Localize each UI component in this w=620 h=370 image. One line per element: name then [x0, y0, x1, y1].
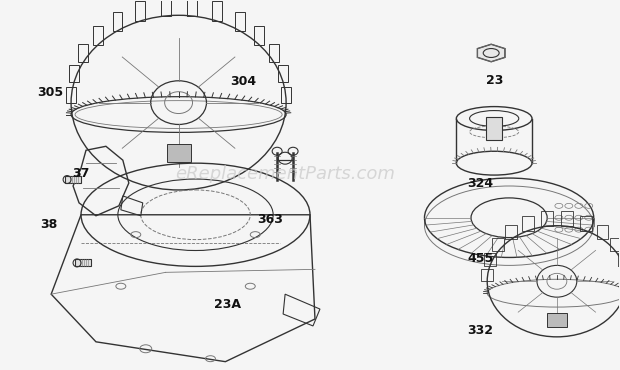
- Text: 37: 37: [73, 167, 90, 180]
- Bar: [167, 144, 190, 162]
- Text: 304: 304: [230, 75, 256, 88]
- Text: 455: 455: [467, 252, 494, 265]
- Bar: [547, 313, 567, 327]
- Text: 332: 332: [467, 323, 494, 337]
- Text: 324: 324: [467, 176, 494, 190]
- Text: 305: 305: [37, 86, 63, 99]
- Polygon shape: [477, 44, 505, 62]
- Polygon shape: [75, 259, 91, 266]
- Text: 23: 23: [486, 74, 503, 87]
- Bar: [486, 117, 502, 140]
- Text: 363: 363: [257, 213, 283, 226]
- Text: eReplacementParts.com: eReplacementParts.com: [175, 165, 395, 183]
- Polygon shape: [65, 176, 81, 183]
- Text: 38: 38: [40, 218, 58, 231]
- Text: 23A: 23A: [215, 298, 241, 311]
